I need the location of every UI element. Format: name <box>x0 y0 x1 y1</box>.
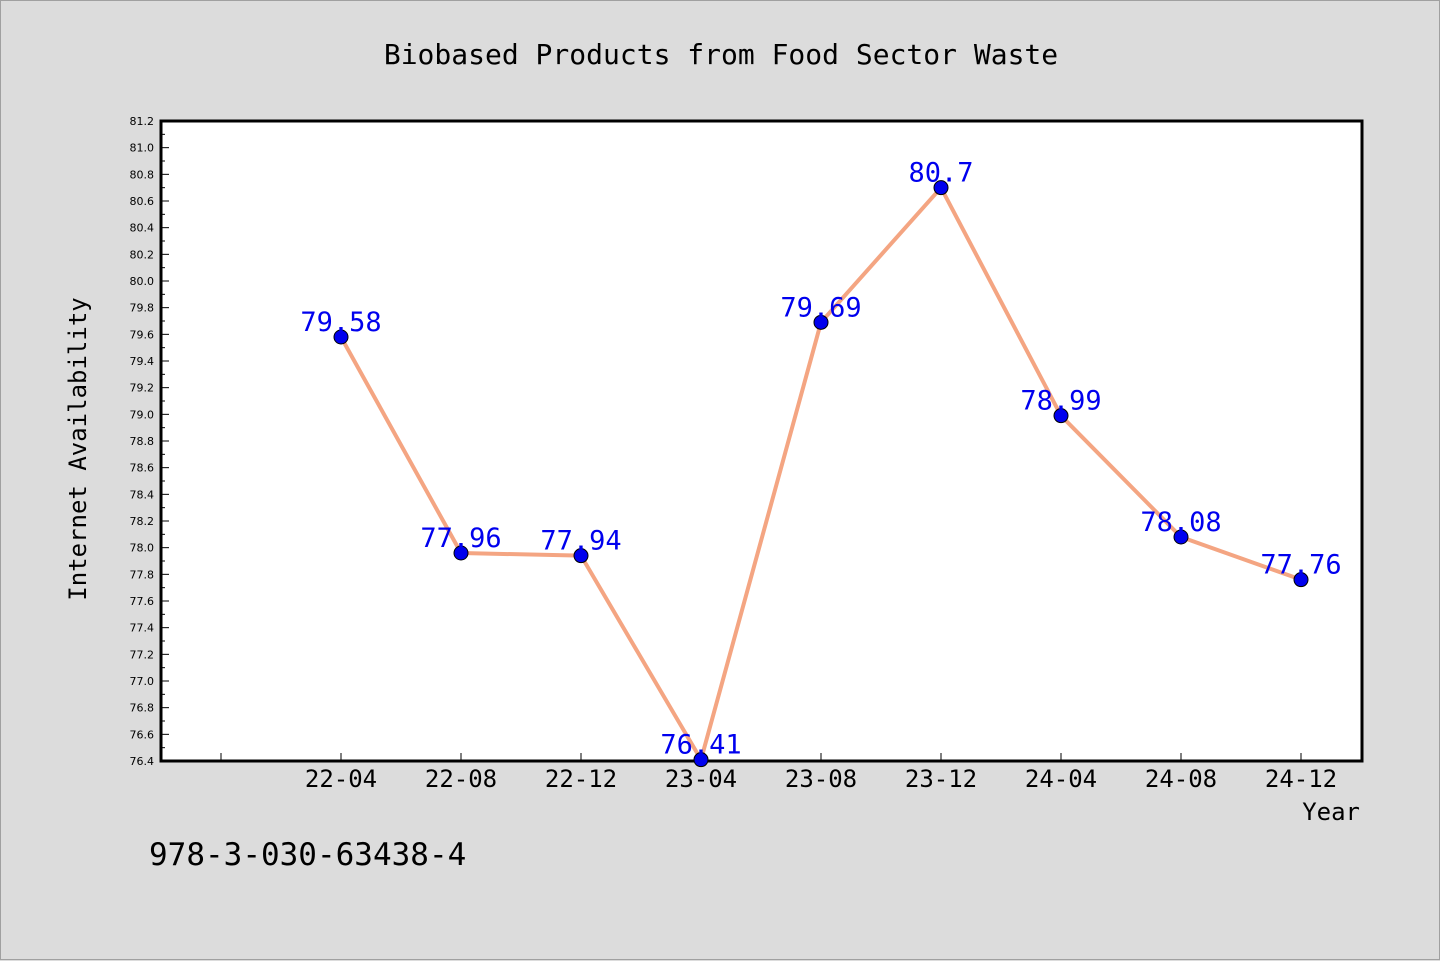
x-tick-label: 23-04 <box>665 765 737 793</box>
y-tick-label: 80.0 <box>130 275 155 288</box>
y-tick-label: 79.4 <box>130 355 155 368</box>
x-tick-label: 22-08 <box>425 765 497 793</box>
y-tick-label: 76.6 <box>130 728 155 741</box>
x-tick-label: 23-12 <box>905 765 977 793</box>
data-label: 79.58 <box>300 307 381 338</box>
y-tick-label: 77.0 <box>130 675 155 688</box>
data-point <box>453 545 469 561</box>
series-line: 79.58 77.96 77.94 76.41 79.69 80.7 78.99 78.08 7… <box>300 158 1342 768</box>
y-tick-label: 77.6 <box>130 595 155 608</box>
y-tick-label: 79.2 <box>130 382 155 395</box>
data-point <box>573 548 589 564</box>
x-tick-label: 24-08 <box>1145 765 1217 793</box>
y-tick-label: 76.4 <box>130 755 155 768</box>
x-tick-label: 23-08 <box>785 765 857 793</box>
y-tick-label: 81.2 <box>130 115 155 128</box>
data-label: 78.08 <box>1140 507 1221 538</box>
data-label: 77.94 <box>540 526 621 557</box>
y-tick-label: 78.4 <box>130 488 155 501</box>
x-axis-ticks: 22-04 22-08 22-12 23-04 23-08 23-12 24-04 24-08… <box>220 753 1337 793</box>
y-tick-label: 81.0 <box>130 142 155 155</box>
y-tick-label: 80.8 <box>130 168 155 181</box>
x-tick-label: 24-04 <box>1025 765 1097 793</box>
data-point <box>1173 529 1189 545</box>
data-label: 80.7 <box>908 158 973 189</box>
data-point <box>1293 572 1309 588</box>
y-tick-label: 77.4 <box>130 622 155 635</box>
data-point <box>813 314 829 330</box>
x-axis-label: Year <box>1302 798 1360 826</box>
data-point <box>693 752 709 768</box>
plot-area <box>159 119 1364 763</box>
y-tick-label: 79.8 <box>130 302 155 315</box>
y-tick-label: 79.0 <box>130 408 155 421</box>
y-tick-label: 76.8 <box>130 702 155 715</box>
y-tick-label: 77.8 <box>130 568 155 581</box>
data-label: 76.41 <box>660 730 741 761</box>
data-label: 77.96 <box>420 523 501 554</box>
data-point <box>333 329 349 345</box>
y-tick-label: 78.0 <box>130 542 155 555</box>
data-label: 79.69 <box>780 292 861 323</box>
y-tick-label: 79.6 <box>130 328 155 341</box>
data-point <box>933 180 949 196</box>
isbn-label: 978-3-030-63438-4 <box>149 837 466 873</box>
data-point <box>1053 408 1069 424</box>
y-tick-label: 78.8 <box>130 435 155 448</box>
y-tick-label: 80.6 <box>130 195 155 208</box>
data-label: 78.99 <box>1020 386 1101 417</box>
y-tick-label: 78.6 <box>130 462 155 475</box>
y-axis-label: Internet Availability <box>64 297 92 600</box>
x-tick-label: 22-12 <box>545 765 617 793</box>
data-label: 77.76 <box>1260 550 1341 581</box>
y-axis-ticks: 76.4 76.6 76.8 77.0 77.2 77.4 77.6 77.8 78.0 78.2… <box>130 115 169 768</box>
y-tick-label: 80.2 <box>130 248 155 261</box>
y-tick-label: 78.2 <box>130 515 155 528</box>
y-tick-label: 80.4 <box>130 222 155 235</box>
chart-title: Biobased Products from Food Sector Waste <box>384 38 1058 71</box>
x-tick-label: 24-12 <box>1265 765 1337 793</box>
y-tick-label: 77.2 <box>130 648 155 661</box>
x-tick-label: 22-04 <box>305 765 377 793</box>
